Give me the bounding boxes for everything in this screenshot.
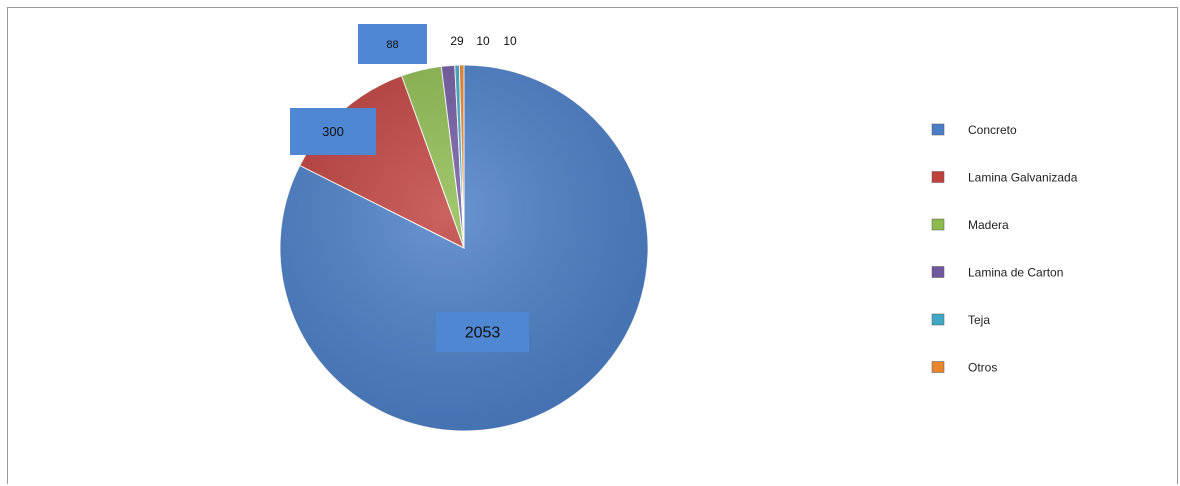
data-label-box <box>290 108 376 155</box>
data-label: 29 <box>450 34 464 48</box>
legend-label: Otros <box>968 361 997 375</box>
legend: Concreto Lamina Galvanizada Madera Lamina d… <box>931 123 1078 375</box>
legend-label: Concreto <box>968 123 1017 137</box>
data-labels: 2053 300 88 29 10 10 <box>290 24 529 352</box>
data-label-box <box>358 24 427 64</box>
data-label: 2053 <box>465 325 501 342</box>
data-label: 10 <box>476 34 490 48</box>
legend-label: Teja <box>968 313 990 327</box>
legend-label: Lamina de Carton <box>968 266 1063 280</box>
legend-swatch <box>931 361 945 373</box>
data-label: 300 <box>322 124 344 139</box>
data-label-box <box>436 312 529 352</box>
legend-swatch <box>931 313 945 326</box>
legend-swatch <box>931 171 945 183</box>
legend-label: Lamina Galvanizada <box>968 171 1078 185</box>
legend-swatch <box>931 266 945 278</box>
legend-swatch <box>931 218 945 231</box>
data-label: 88 <box>386 39 398 51</box>
legend-label: Madera <box>968 218 1009 232</box>
legend-swatch <box>931 123 945 136</box>
data-label: 10 <box>503 34 517 48</box>
